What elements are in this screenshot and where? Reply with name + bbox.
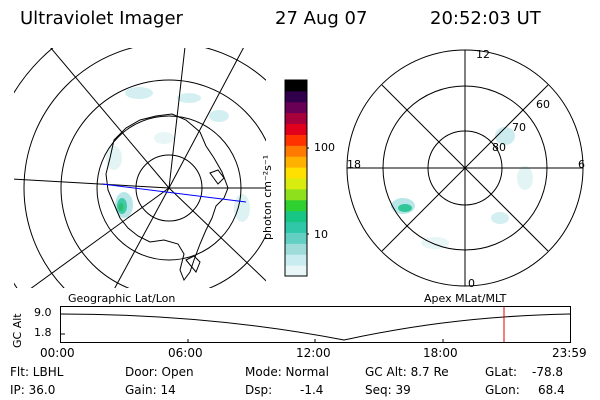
altitude-curve: [60, 313, 571, 341]
mlat-label-80: 80: [492, 141, 506, 154]
colorbar-band: [285, 167, 307, 179]
altitude-plot: [60, 306, 571, 343]
colorbar-band: [285, 243, 307, 255]
mlt-label-12: 12: [476, 48, 490, 61]
altitude-ytick-1.8: 1.8: [34, 326, 52, 339]
aurora-emission: [391, 127, 533, 249]
altitude-ytick-9: 9.0: [34, 306, 52, 319]
dsp-value: -1.4: [300, 383, 324, 397]
door-status: Door: Open: [125, 365, 194, 379]
filter-status: Flt: LBHL: [10, 365, 64, 379]
ip-status: IP: 36.0: [10, 383, 56, 397]
glon-value: 68.4: [538, 383, 565, 397]
instrument-title: Ultraviolet Imager: [20, 8, 183, 29]
altitude-xtick-3: 18:00: [423, 346, 458, 360]
time-label: 20:52:03 UT: [430, 8, 541, 29]
colorbar-band: [285, 178, 307, 190]
mlt-label-0: 0: [468, 277, 475, 290]
colorbar-band: [285, 134, 307, 146]
altitude-xtick-1: 06:00: [168, 346, 203, 360]
mlt-label-6: 6: [578, 158, 585, 171]
gc-alt-status: GC Alt: 8.7 Re: [365, 365, 449, 379]
colorbar-band: [285, 254, 307, 266]
magnetic-caption: Apex MLat/MLT: [424, 292, 507, 305]
altitude-xtick-4: 23:59: [552, 346, 587, 360]
colorbar-band: [285, 112, 307, 125]
mlat-label-60: 60: [536, 98, 550, 111]
colorbar-band: [285, 221, 307, 233]
altitude-xtick-0: 00:00: [40, 346, 75, 360]
magnetic-map: [346, 49, 584, 287]
colorbar-band: [285, 232, 307, 244]
geographic-caption: Geographic Lat/Lon: [68, 292, 176, 305]
mode-status: Mode: Normal: [245, 365, 329, 379]
geographic-map: [14, 48, 266, 288]
colorbar-band: [285, 156, 307, 168]
mlat-label-70: 70: [512, 121, 526, 134]
colorbar-tick-100: 100: [314, 141, 335, 154]
colorbar-tick-10: 10: [314, 228, 328, 241]
aurora-emission: [106, 87, 250, 222]
colorbar-band: [285, 123, 307, 135]
colorbar-band: [285, 265, 307, 277]
glon-label: GLon:: [485, 383, 520, 397]
colorbar-band: [285, 145, 307, 157]
colorbar-unit-label: photon cm⁻²s⁻¹: [261, 154, 274, 240]
colorbar-band: [285, 80, 307, 92]
glat-label: GLat:: [485, 365, 518, 379]
colorbar-band: [285, 188, 307, 201]
colorbar-band: [285, 90, 307, 103]
glat-value: -78.8: [532, 365, 564, 379]
colorbar-band: [285, 199, 307, 212]
seq-status: Seq: 39: [365, 383, 411, 397]
altitude-xtick-2: 12:00: [296, 346, 331, 360]
colorbar-band: [285, 210, 307, 223]
mlt-label-18: 18: [347, 158, 361, 171]
colorbar-band: [285, 101, 307, 114]
date-label: 27 Aug 07: [275, 8, 368, 29]
colorbar: [284, 79, 309, 277]
gain-status: Gain: 14: [125, 383, 176, 397]
altitude-axis-label: GC Alt: [11, 313, 24, 348]
dsp-label: Dsp:: [245, 383, 273, 397]
continent-outline: [105, 113, 229, 282]
